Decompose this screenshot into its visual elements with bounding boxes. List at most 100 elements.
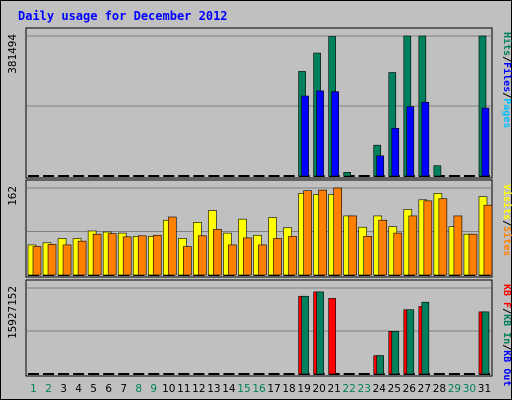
legend-entry: Pages xyxy=(501,98,512,128)
bar-sites xyxy=(47,244,57,276)
panel-1-legend: Hits/Files/Pages xyxy=(501,32,512,128)
bar-sites xyxy=(333,187,342,276)
x-tick-label: 28 xyxy=(433,383,446,395)
x-tick-label: 30 xyxy=(463,383,476,395)
legend-entry: Files xyxy=(501,62,512,92)
legend-entry: / xyxy=(501,92,512,98)
x-tick-label: 18 xyxy=(282,383,295,395)
bar-files xyxy=(481,107,490,177)
legend-entry: Sites xyxy=(501,226,512,256)
legend-entry: / xyxy=(501,56,512,62)
x-tick-label: 4 xyxy=(75,383,82,395)
bar-sites xyxy=(483,204,493,276)
legend-entry: / xyxy=(501,220,512,226)
bar-files xyxy=(391,127,400,177)
panel-1-ymax-label: 381494 xyxy=(6,34,19,74)
bar-hits xyxy=(433,165,442,177)
panel-2-legend: Visits/Sites xyxy=(501,184,512,256)
panel-frame-1 xyxy=(25,27,493,179)
x-tick-label: 8 xyxy=(135,383,142,395)
chart-title: Daily usage for December 2012 xyxy=(18,9,228,23)
bar-files xyxy=(406,106,415,177)
bar-sites xyxy=(183,246,192,276)
bar-sites xyxy=(393,232,403,276)
x-tick-label: 20 xyxy=(312,383,325,395)
x-tick-label: 7 xyxy=(120,383,127,395)
bar-sites xyxy=(92,233,102,276)
bar-files xyxy=(316,90,324,177)
x-tick-label: 6 xyxy=(105,383,112,395)
bar-sites xyxy=(348,215,357,276)
panel-2-ymax-label: 162 xyxy=(6,186,19,206)
bar-sites xyxy=(122,236,132,276)
bar-sites xyxy=(228,244,237,276)
bar-sites xyxy=(363,236,373,276)
bar-files xyxy=(421,101,430,177)
bar-kb-in xyxy=(421,301,430,375)
x-tick-label: 17 xyxy=(267,383,280,395)
bar-kb-in xyxy=(406,309,415,375)
bar-kb-in xyxy=(376,355,385,375)
bar-kb-in xyxy=(316,291,324,375)
bar-sites xyxy=(453,215,463,276)
bar-sites xyxy=(288,236,297,276)
x-tick-label: 13 xyxy=(207,383,220,395)
x-tick-label: 3 xyxy=(60,383,67,395)
x-tick-label: 10 xyxy=(162,383,175,395)
bar-sites xyxy=(258,244,267,276)
panel-3-ymax-label: 15927152 xyxy=(6,286,19,339)
bar-files xyxy=(376,155,385,177)
bar-sites xyxy=(167,216,177,276)
x-tick-label: 24 xyxy=(373,383,387,395)
bar-sites xyxy=(152,234,162,276)
bar-kb-in xyxy=(391,331,400,375)
bar-sites xyxy=(273,238,282,276)
x-tick-label: 29 xyxy=(448,383,461,395)
legend-entry: KB Out xyxy=(501,350,512,386)
x-tick-label: 31 xyxy=(478,383,491,395)
panel-3-legend: KB F/KB In/KB Out xyxy=(501,284,512,386)
x-tick-label: 21 xyxy=(327,383,340,395)
x-tick-label: 22 xyxy=(343,383,356,395)
x-tick-label: 14 xyxy=(222,383,236,395)
bar-sites xyxy=(243,237,252,276)
bar-sites xyxy=(438,198,448,276)
x-tick-label: 26 xyxy=(403,383,417,395)
x-tick-label: 23 xyxy=(358,383,371,395)
bar-kb-f xyxy=(328,298,336,375)
bar-hits xyxy=(343,172,351,177)
legend-entry: KB F xyxy=(501,284,512,308)
x-tick-label: 19 xyxy=(297,383,310,395)
bar-kb-in xyxy=(301,295,309,375)
legend-entry: Visits xyxy=(501,184,512,220)
legend-entry: / xyxy=(501,308,512,314)
bar-sites xyxy=(32,246,42,276)
x-tick-label: 16 xyxy=(252,383,266,395)
bar-sites xyxy=(303,190,312,276)
x-tick-label: 2 xyxy=(45,383,52,395)
bar-sites xyxy=(77,240,87,276)
bar-sites xyxy=(318,189,327,276)
legend-entry: KB In xyxy=(501,314,512,344)
bar-sites xyxy=(378,219,388,276)
bar-kb-in xyxy=(481,311,490,375)
x-tick-label: 9 xyxy=(150,383,157,395)
bar-sites xyxy=(468,233,478,276)
bar-sites xyxy=(107,233,117,276)
legend-entry: / xyxy=(501,344,512,350)
x-tick-label: 15 xyxy=(237,383,250,395)
bar-sites xyxy=(62,244,72,276)
x-tick-label: 27 xyxy=(418,383,431,395)
x-tick-label: 25 xyxy=(388,383,401,395)
bar-sites xyxy=(213,229,222,276)
x-tick-label: 12 xyxy=(192,383,205,395)
bar-sites xyxy=(137,235,147,276)
x-tick-label: 1 xyxy=(30,383,37,395)
bar-sites xyxy=(408,215,418,276)
bar-sites xyxy=(423,200,433,276)
legend-entry: Hits xyxy=(501,32,512,56)
x-tick-label: 11 xyxy=(177,383,190,395)
x-tick-label: 5 xyxy=(90,383,97,395)
bar-files xyxy=(331,91,339,177)
